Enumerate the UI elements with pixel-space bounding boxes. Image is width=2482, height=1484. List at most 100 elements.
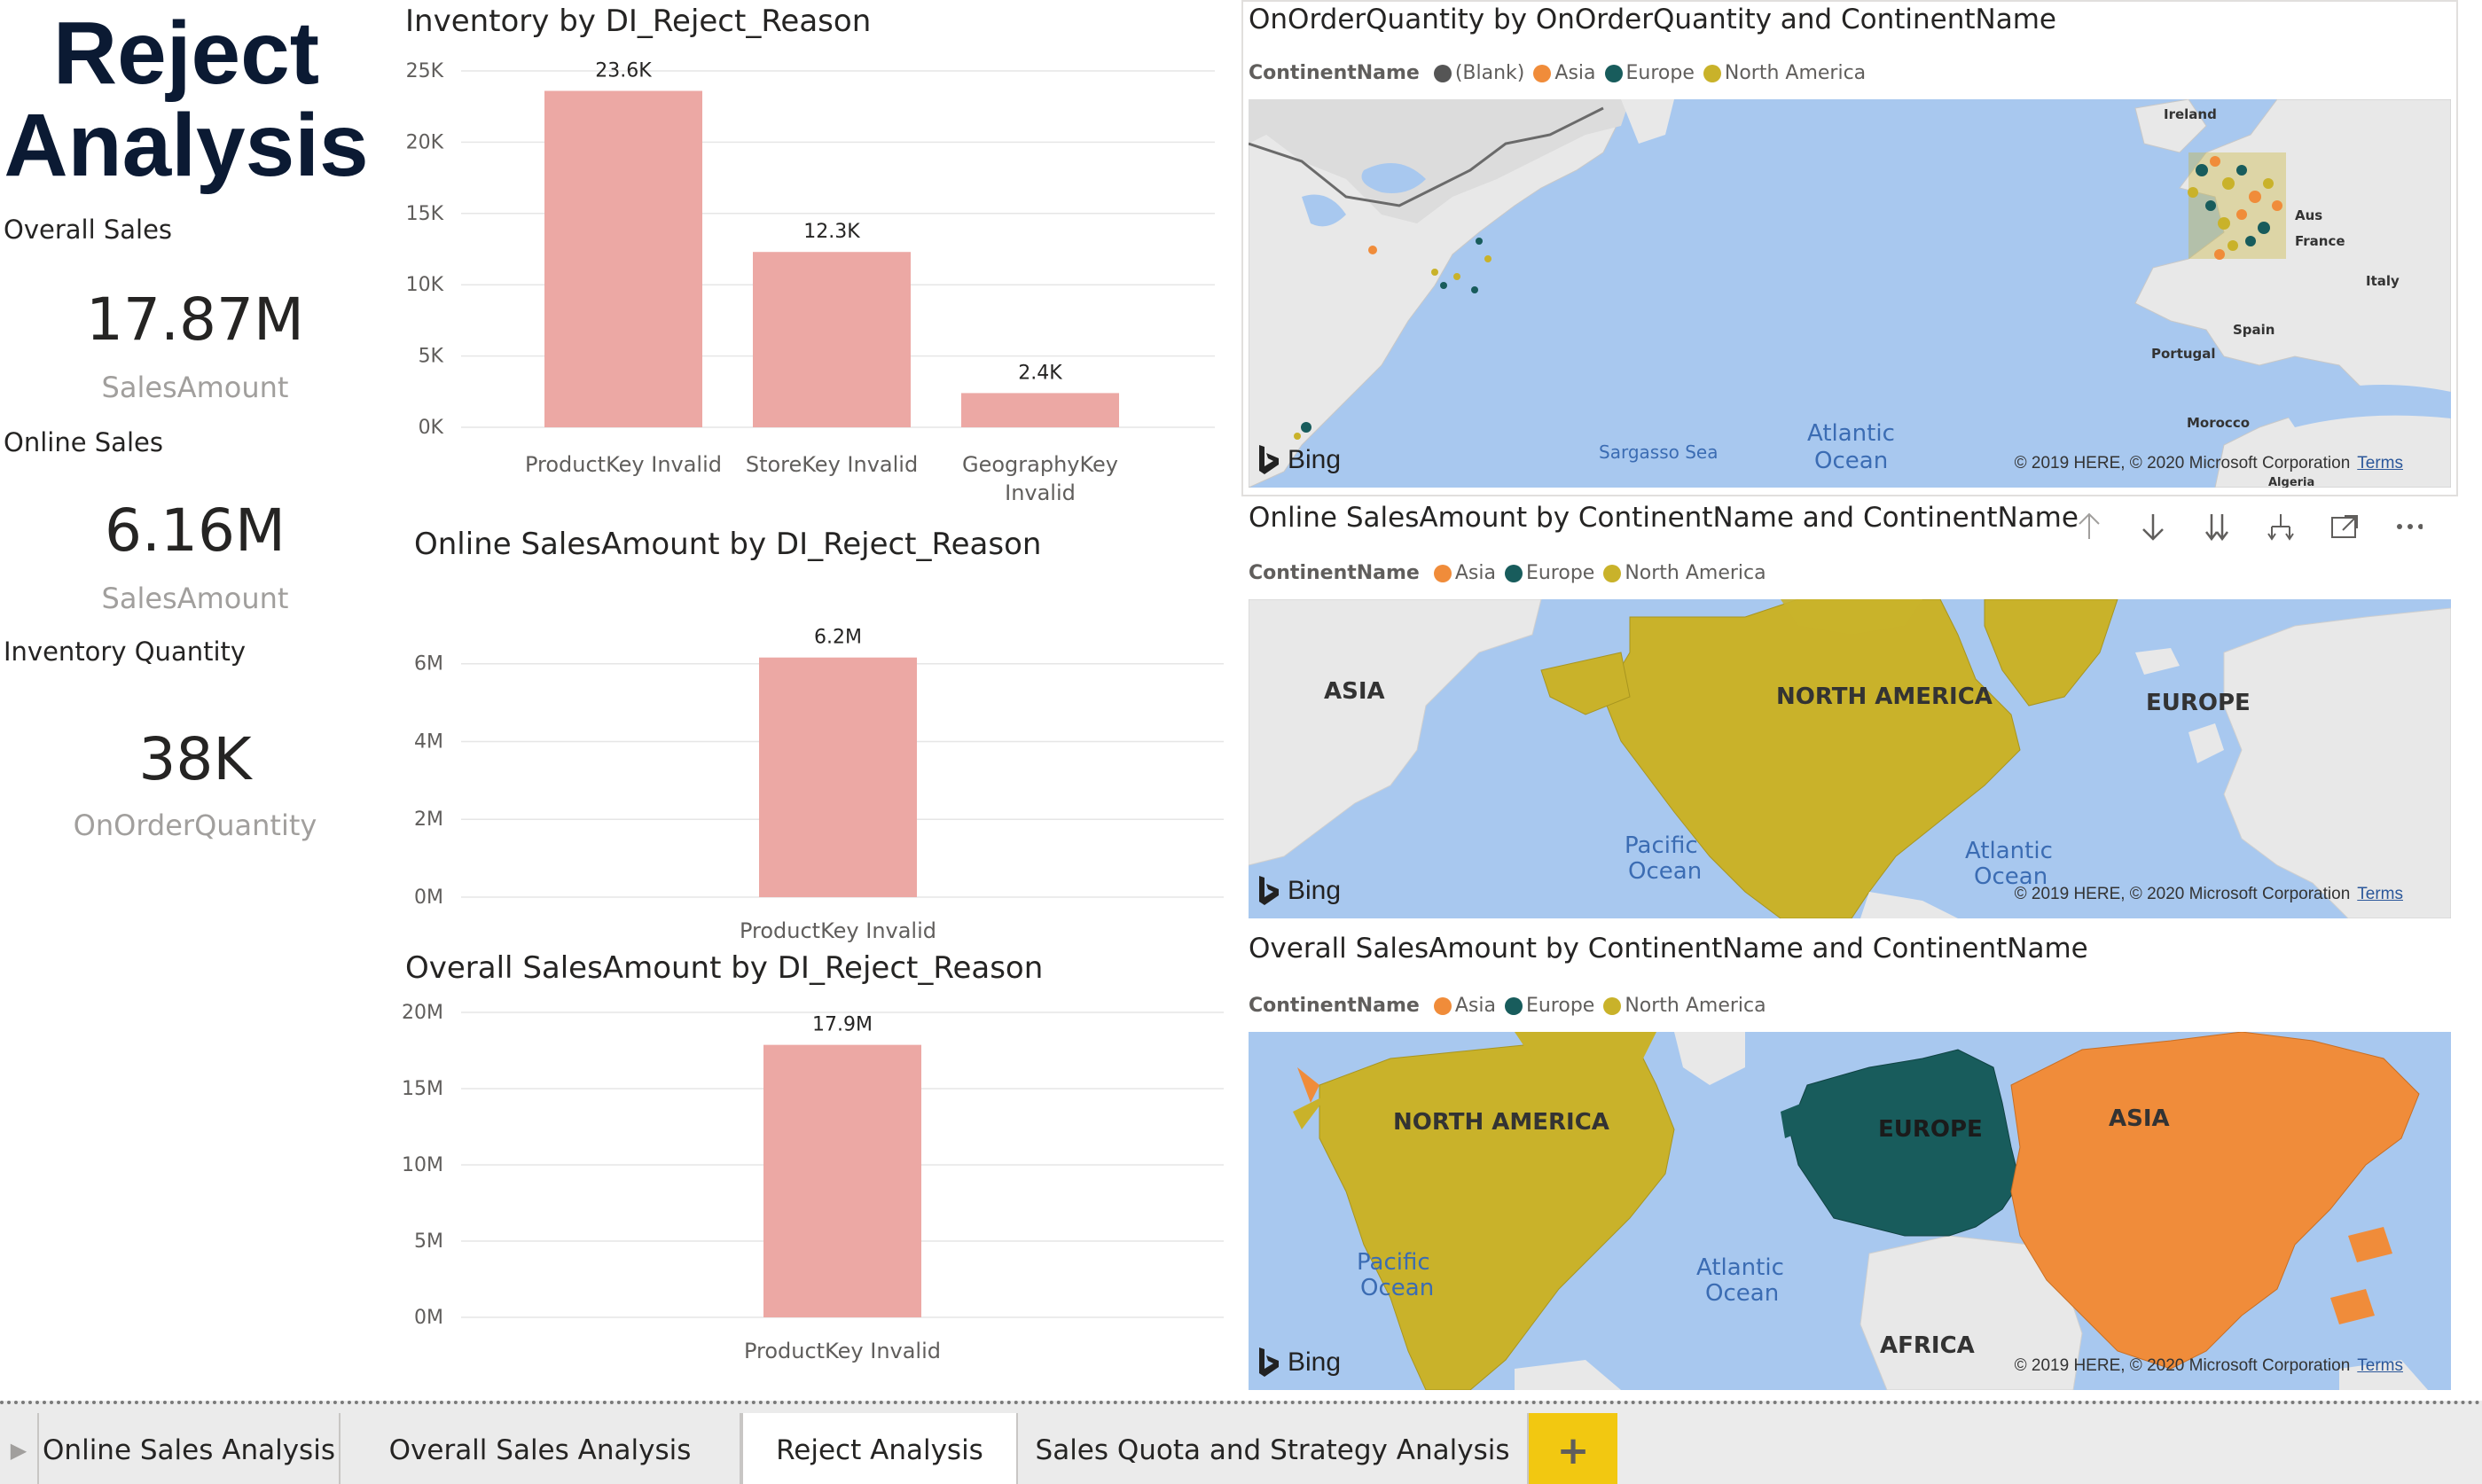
- map2-basemap: ASIA NORTH AMERICA EUROPE Pacific Ocean …: [1249, 599, 2451, 918]
- data-label: 2.4K: [1018, 362, 1062, 384]
- map2-legend-item-europe[interactable]: Europe: [1504, 562, 1594, 584]
- tab-reject-analysis[interactable]: Reject Analysis: [741, 1413, 1018, 1484]
- kpi-value-inventory-quantity[interactable]: 38K: [138, 725, 252, 793]
- y-tick-label: 10M: [402, 1154, 443, 1176]
- x-category-label: ProductKey Invalid: [525, 452, 722, 477]
- data-label: 23.6K: [595, 60, 652, 82]
- map3-label-atlantic-2: Ocean: [1705, 1280, 1779, 1307]
- map1-legend-item-europe[interactable]: Europe: [1604, 62, 1695, 84]
- map2-attribution: © 2019 HERE, © 2020 Microsoft Corporatio…: [2015, 885, 2403, 904]
- legend-dot-icon: [1504, 564, 1523, 582]
- drill-hierarchy-icon[interactable]: [2267, 512, 2295, 541]
- map1-label-france: France: [2295, 233, 2345, 249]
- map1-frame[interactable]: [1241, 0, 2458, 496]
- map3-attribution: © 2019 HERE, © 2020 Microsoft Corporatio…: [2015, 1356, 2403, 1376]
- y-tick-label: 5M: [414, 1230, 443, 1253]
- y-tick-label: 0M: [414, 886, 443, 909]
- y-tick-label: 15K: [406, 203, 444, 225]
- legend-dot-icon: [1504, 996, 1523, 1015]
- map3-label-europe: EUROPE: [1878, 1116, 1983, 1143]
- kpi-value-overall-sales[interactable]: 17.87M: [86, 285, 304, 354]
- terms-link[interactable]: Terms: [2357, 1356, 2403, 1375]
- data-label: 6.2M: [814, 627, 862, 649]
- map1-label-algeria: Algeria: [2268, 476, 2314, 488]
- map2-title: Online SalesAmount by ContinentName and …: [1249, 502, 2079, 534]
- y-tick-label: 20K: [406, 131, 444, 153]
- map2-label-europe: EUROPE: [2146, 690, 2251, 716]
- map1-label-morocco: Morocco: [2187, 415, 2250, 431]
- map3-legend-title: ContinentName: [1249, 995, 1420, 1017]
- bing-label: Bing: [1288, 876, 1342, 905]
- map3-legend-item-north-america[interactable]: North America: [1603, 995, 1766, 1017]
- map1-basemap: Ireland Aus Italy France Spain Portugal …: [1249, 99, 2451, 488]
- drill-up-icon[interactable]: [2075, 512, 2103, 541]
- terms-link[interactable]: Terms: [2357, 885, 2403, 903]
- kpi-label-online-sales: Online Sales: [4, 427, 163, 457]
- terms-link[interactable]: Terms: [2357, 454, 2403, 473]
- map1-data-points[interactable]: [1294, 152, 2286, 440]
- map3-label-africa: AFRICA: [1880, 1332, 1975, 1359]
- map1-legend-item-asia[interactable]: Asia: [1533, 62, 1596, 84]
- legend-dot-icon: [1604, 64, 1623, 82]
- bar: [544, 90, 702, 428]
- map2-canvas[interactable]: ASIA NORTH AMERICA EUROPE Pacific Ocean …: [1249, 599, 2451, 918]
- map1-legend-item-blank[interactable]: (Blank): [1433, 62, 1525, 84]
- y-tick-label: 15M: [402, 1078, 443, 1100]
- map3-title: Overall SalesAmount by ContinentName and…: [1249, 933, 2088, 965]
- page-tab-bar: ▶ Online Sales Analysis Overall Sales An…: [0, 1401, 2482, 1484]
- attribution-text: © 2019 HERE, © 2020 Microsoft Corporatio…: [2014, 1356, 2351, 1375]
- y-tick-label: 5K: [419, 346, 444, 368]
- x-category-label: Invalid: [1005, 480, 1076, 505]
- more-options-icon[interactable]: [2394, 512, 2423, 541]
- overall-sales-bar-chart[interactable]: 0M 5M 10M 15M 20M 17.9M ProductKey Invalid: [390, 1000, 1233, 1372]
- chart-title-overall-sales: Overall SalesAmount by DI_Reject_Reason: [405, 950, 1044, 986]
- map1-label-ireland: Ireland: [2164, 106, 2217, 122]
- kpi-value-online-sales[interactable]: 6.16M: [105, 496, 286, 565]
- map2-visual-header: [2075, 512, 2423, 541]
- tab-sales-quota-strategy-analysis[interactable]: Sales Quota and Strategy Analysis: [1018, 1413, 1529, 1484]
- map1-canvas[interactable]: Ireland Aus Italy France Spain Portugal …: [1249, 99, 2451, 488]
- map2-legend-item-asia[interactable]: Asia: [1433, 562, 1496, 584]
- y-tick-label: 0M: [414, 1307, 443, 1329]
- map3-label-pacific-1: Pacific: [1357, 1249, 1430, 1276]
- map1-attribution: © 2019 HERE, © 2020 Microsoft Corporatio…: [2015, 454, 2403, 473]
- map3-canvas[interactable]: NORTH AMERICA EUROPE ASIA AFRICA Pacific…: [1249, 1032, 2451, 1390]
- legend-label: Asia: [1454, 562, 1496, 584]
- expand-all-down-icon[interactable]: [2203, 512, 2231, 541]
- inventory-bar-chart[interactable]: 0K 5K 10K 15K 20K 25K 23.6K ProductKey Invalid 1…: [390, 53, 1233, 514]
- map1-label-atlantic-2: Ocean: [1814, 448, 1888, 474]
- map1-title: OnOrderQuantity by OnOrderQuantity and C…: [1249, 4, 2056, 35]
- map1-legend: ContinentName (Blank) Asia Europe North …: [1249, 62, 1866, 84]
- legend-dot-icon: [1703, 64, 1721, 82]
- legend-dot-icon: [1433, 564, 1452, 582]
- bing-icon: [1259, 1347, 1279, 1377]
- bing-icon: [1259, 876, 1279, 905]
- map1-label-sargasso: Sargasso Sea: [1599, 441, 1718, 463]
- map1-legend-item-north-america[interactable]: North America: [1703, 62, 1866, 84]
- map1-label-atlantic-1: Atlantic: [1807, 420, 1895, 447]
- map1-legend-title: ContinentName: [1249, 62, 1420, 84]
- map3-legend-item-asia[interactable]: Asia: [1433, 995, 1496, 1017]
- online-sales-bar-chart[interactable]: 0M 2M 4M 6M 6.2M ProductKey Invalid: [390, 585, 1233, 949]
- tab-online-sales-analysis[interactable]: Online Sales Analysis: [39, 1413, 341, 1484]
- map3-legend-item-europe[interactable]: Europe: [1504, 995, 1595, 1017]
- legend-label: Europe: [1525, 995, 1595, 1017]
- drill-down-icon[interactable]: [2139, 512, 2167, 541]
- add-page-button[interactable]: +: [1529, 1413, 1617, 1484]
- attribution-text: © 2019 HERE, © 2020 Microsoft Corporatio…: [2014, 454, 2351, 473]
- tab-overall-sales-analysis[interactable]: Overall Sales Analysis: [341, 1413, 741, 1484]
- focus-mode-icon[interactable]: [2330, 512, 2359, 541]
- legend-label: (Blank): [1454, 62, 1525, 84]
- x-category-label: GeographyKey: [962, 452, 1118, 477]
- x-category-label: ProductKey Invalid: [740, 918, 936, 943]
- kpi-label-overall-sales: Overall Sales: [4, 215, 173, 245]
- legend-dot-icon: [1533, 64, 1552, 82]
- map3-label-north-america: NORTH AMERICA: [1393, 1109, 1609, 1136]
- map2-legend-item-north-america[interactable]: North America: [1603, 562, 1766, 584]
- data-label: 12.3K: [803, 221, 860, 243]
- attribution-text: © 2019 HERE, © 2020 Microsoft Corporatio…: [2014, 885, 2351, 903]
- legend-dot-icon: [1603, 564, 1622, 582]
- y-tick-label: 0K: [419, 417, 444, 439]
- scroll-tabs-icon[interactable]: ▶: [0, 1413, 39, 1484]
- legend-label: Asia: [1454, 995, 1496, 1017]
